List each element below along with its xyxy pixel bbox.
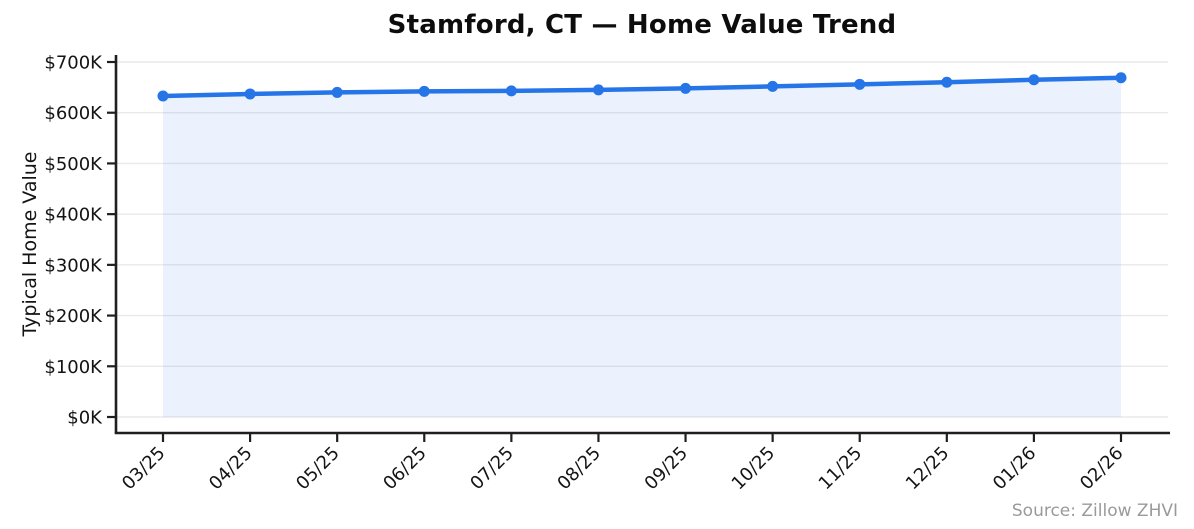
x-tick-label: 02/26 <box>1076 443 1128 495</box>
data-point-marker <box>941 76 953 88</box>
source-note: Source: Zillow ZHVI <box>1011 501 1178 521</box>
y-tick-label: $400K <box>44 205 103 226</box>
area-fill <box>163 77 1121 417</box>
x-tick-label: 03/25 <box>118 443 170 495</box>
data-point-marker <box>767 80 779 92</box>
x-tick-label: 08/25 <box>553 443 605 495</box>
data-point-marker <box>157 90 169 102</box>
x-tick-label: 09/25 <box>641 443 693 495</box>
x-tick-label: 06/25 <box>379 443 431 495</box>
trend-line <box>160 75 1124 99</box>
data-point-marker <box>505 85 517 97</box>
x-tick-label: 11/25 <box>815 443 867 495</box>
data-point-marker <box>418 85 430 97</box>
data-point-marker <box>244 88 256 100</box>
data-point-marker <box>1028 74 1040 86</box>
x-tick-label: 07/25 <box>466 443 518 495</box>
y-tick-label: $100K <box>44 357 103 378</box>
y-tick-label: $600K <box>44 103 103 124</box>
data-point-marker <box>1115 72 1127 84</box>
data-point-marker <box>331 86 343 98</box>
y-tick-label: $500K <box>44 154 103 175</box>
x-tick-label: 05/25 <box>292 443 344 495</box>
y-tick-label: $300K <box>44 255 103 276</box>
x-tick-label: 10/25 <box>728 443 780 495</box>
x-tick-label: 12/25 <box>902 443 954 495</box>
chart-title: Stamford, CT — Home Value Trend <box>387 10 897 40</box>
data-point-marker <box>680 82 692 94</box>
y-tick-label: $700K <box>44 53 103 74</box>
data-point-marker <box>854 78 866 90</box>
y-tick-label: $0K <box>67 408 103 429</box>
x-tick-label: 04/25 <box>205 443 257 495</box>
x-tick-label: 01/26 <box>989 443 1041 495</box>
data-point-marker <box>592 84 604 96</box>
y-tick-label: $200K <box>44 306 103 327</box>
